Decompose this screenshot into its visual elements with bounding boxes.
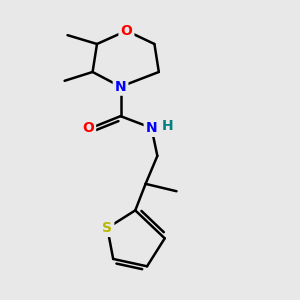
Text: N: N [146, 121, 157, 135]
Text: N: N [115, 80, 126, 94]
Text: H: H [162, 118, 173, 133]
Text: O: O [121, 24, 132, 38]
Text: S: S [102, 221, 112, 235]
Text: O: O [82, 121, 94, 135]
